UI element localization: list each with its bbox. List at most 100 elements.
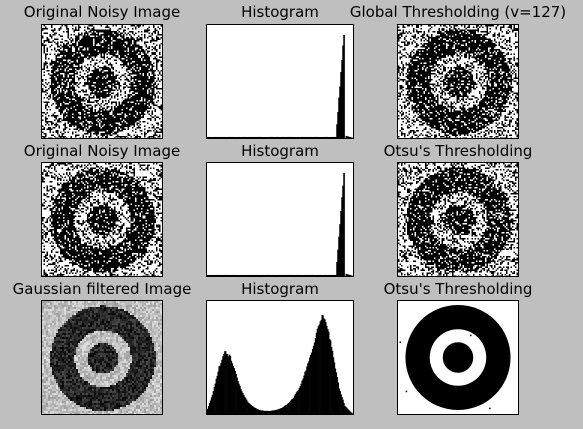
pixel [75, 53, 77, 55]
pixel [141, 95, 143, 97]
pixel [157, 91, 159, 93]
pixel [67, 68, 69, 70]
pixel [148, 127, 150, 129]
pixel [440, 25, 442, 27]
pixel [142, 49, 144, 51]
pixel [102, 124, 104, 126]
pixel [135, 67, 137, 69]
pixel [153, 137, 155, 138]
pixel [112, 128, 114, 130]
pixel [43, 137, 45, 138]
pixel [103, 86, 105, 88]
pixel [45, 104, 47, 106]
pixel [147, 98, 149, 100]
pixel [438, 64, 440, 66]
pixel [118, 119, 120, 121]
pixel [467, 38, 469, 40]
pixel [468, 52, 470, 54]
pixel [117, 115, 119, 117]
pixel [108, 40, 110, 42]
pixel [63, 109, 65, 111]
pixel [464, 62, 466, 64]
pixel [402, 32, 404, 34]
pixel [63, 98, 65, 100]
pixel [75, 26, 77, 28]
pixel [79, 61, 81, 63]
pixel [109, 64, 111, 66]
pixel [55, 95, 57, 97]
pixel [126, 38, 128, 40]
pixel [420, 38, 422, 40]
pixel [449, 34, 451, 36]
pixel [66, 119, 68, 121]
pixel [130, 43, 132, 45]
pixel [407, 32, 409, 34]
pixel [124, 82, 126, 84]
pixel [150, 106, 152, 108]
pixel [108, 38, 110, 40]
pixel [123, 49, 125, 51]
pixel [148, 85, 150, 87]
pixel [61, 133, 63, 135]
pixel [501, 67, 503, 69]
pixel [54, 49, 56, 51]
pixel [453, 31, 455, 33]
pixel [486, 62, 488, 64]
pixel [413, 31, 415, 33]
pixel [154, 49, 156, 51]
pixel [106, 118, 108, 120]
pixel [420, 49, 422, 51]
pixel [434, 65, 436, 67]
pixel [136, 46, 138, 48]
pixel [413, 64, 415, 66]
pixel [154, 70, 156, 72]
pixel [114, 131, 116, 133]
pixel [402, 55, 404, 57]
pixel [109, 119, 111, 121]
pixel [144, 77, 146, 79]
pixel [491, 46, 493, 48]
pixel [111, 50, 113, 52]
pixel [43, 44, 45, 46]
pixel [130, 103, 132, 105]
pixel [112, 47, 114, 49]
pixel [102, 119, 104, 121]
pixel [112, 133, 114, 135]
pixel [129, 65, 131, 67]
pixel [147, 110, 149, 112]
pixel [416, 29, 418, 31]
pixel [106, 50, 108, 52]
pixel [102, 116, 104, 118]
pixel [84, 115, 86, 117]
pixel [61, 110, 63, 112]
pixel [441, 34, 443, 36]
pixel [46, 53, 48, 55]
pixel [129, 121, 131, 123]
pixel [64, 73, 66, 75]
pixel [130, 113, 132, 115]
pixel [46, 65, 48, 67]
pixel [126, 124, 128, 126]
pixel [115, 32, 117, 34]
pixel [148, 136, 150, 138]
pixel [482, 31, 484, 33]
pixel [109, 38, 111, 40]
pixel [100, 133, 102, 135]
pixel [76, 122, 78, 124]
pixel [43, 67, 45, 69]
pixel [159, 107, 161, 109]
pixel [87, 40, 89, 42]
pixel [453, 28, 455, 30]
pixel [420, 64, 422, 66]
pixel [54, 34, 56, 36]
pixel [51, 115, 53, 117]
pixel [87, 53, 89, 55]
pixel [84, 118, 86, 120]
pixel [456, 55, 458, 57]
pixel [57, 80, 59, 82]
pixel [88, 100, 90, 102]
pixel [114, 127, 116, 129]
pixel [136, 95, 138, 97]
pixel [87, 106, 89, 108]
pixel [73, 62, 75, 64]
